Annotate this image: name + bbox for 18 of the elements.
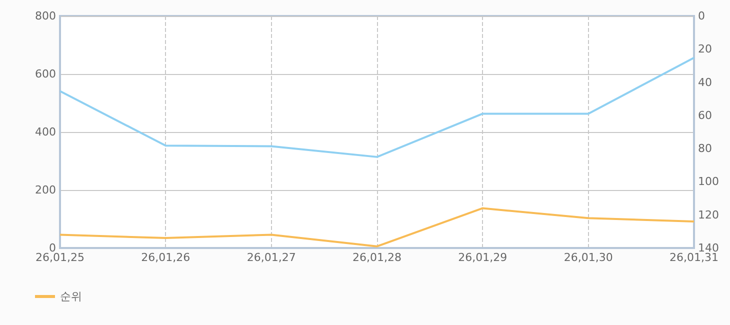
y2-tick-label: 0 xyxy=(698,10,705,22)
y2-tick-label: 100 xyxy=(698,175,719,188)
y-tick-label: 800 xyxy=(35,10,56,22)
y-tick-label: 400 xyxy=(35,126,56,138)
legend-label: 순위 xyxy=(60,290,82,303)
y2-tick-label: 120 xyxy=(698,208,719,222)
y-tick-label: 200 xyxy=(35,184,56,196)
x-tick-label: 26,01,28 xyxy=(352,251,402,264)
y2-tick-label: 40 xyxy=(698,76,712,89)
y2-tick-label: 80 xyxy=(698,142,712,156)
x-tick-label: 26,01,30 xyxy=(564,251,613,264)
line-series xyxy=(59,56,695,158)
x-tick-label: 26,01,26 xyxy=(141,251,190,264)
x-tick-label: 26,01,29 xyxy=(458,251,508,264)
x-tick-label: 26,01,27 xyxy=(246,251,296,264)
y2-tick-label: 60 xyxy=(698,108,712,122)
y-tick-label: 600 xyxy=(35,68,56,80)
y2-tick-label: 20 xyxy=(698,42,712,56)
